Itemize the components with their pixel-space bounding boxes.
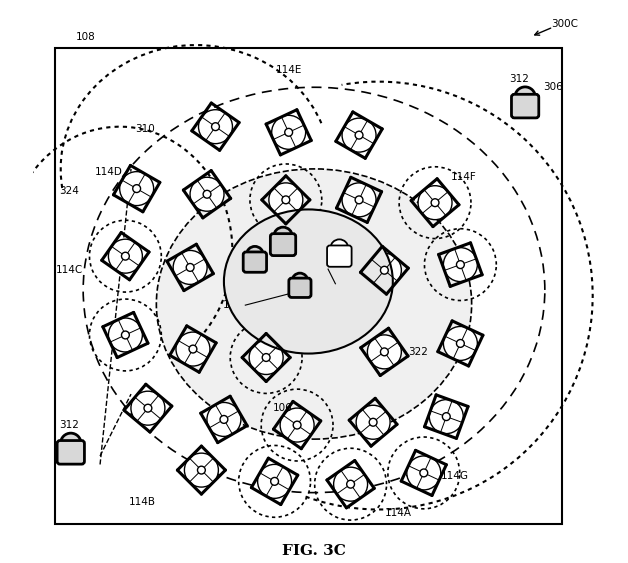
FancyBboxPatch shape <box>289 278 311 297</box>
Circle shape <box>367 335 401 369</box>
Text: 114G: 114G <box>441 471 468 481</box>
Ellipse shape <box>156 169 472 439</box>
Circle shape <box>197 466 205 474</box>
Circle shape <box>189 345 197 353</box>
Text: 312: 312 <box>59 420 79 430</box>
Text: 306: 306 <box>543 82 563 92</box>
Text: 312: 312 <box>509 74 529 84</box>
Circle shape <box>418 186 452 220</box>
Circle shape <box>381 266 388 274</box>
Circle shape <box>369 418 377 426</box>
Circle shape <box>131 391 165 425</box>
Text: 106: 106 <box>273 403 293 413</box>
Circle shape <box>431 199 439 207</box>
Circle shape <box>187 263 194 271</box>
Circle shape <box>420 469 428 477</box>
Text: 114E: 114E <box>276 65 302 75</box>
Circle shape <box>356 405 390 439</box>
Circle shape <box>60 433 81 454</box>
FancyBboxPatch shape <box>511 94 539 118</box>
Circle shape <box>144 404 152 412</box>
FancyBboxPatch shape <box>327 245 352 267</box>
Circle shape <box>333 467 367 501</box>
Circle shape <box>293 421 301 429</box>
Circle shape <box>185 453 219 487</box>
Circle shape <box>190 177 224 211</box>
Circle shape <box>443 327 477 360</box>
Circle shape <box>407 456 441 490</box>
Circle shape <box>271 477 278 485</box>
Text: 114D: 114D <box>95 167 122 177</box>
Text: 114C: 114C <box>55 265 83 275</box>
Circle shape <box>269 183 303 217</box>
Circle shape <box>355 131 363 139</box>
Circle shape <box>443 248 477 282</box>
Text: 114F: 114F <box>450 172 476 182</box>
Circle shape <box>198 110 232 144</box>
Circle shape <box>121 331 129 339</box>
FancyBboxPatch shape <box>57 440 84 464</box>
Circle shape <box>120 172 154 205</box>
Circle shape <box>515 87 535 108</box>
Circle shape <box>176 332 210 366</box>
Text: 310: 310 <box>135 124 155 135</box>
Text: 324: 324 <box>59 186 79 196</box>
Circle shape <box>121 252 129 260</box>
Circle shape <box>347 480 355 488</box>
Circle shape <box>274 227 292 245</box>
Circle shape <box>442 413 450 421</box>
Circle shape <box>173 251 207 284</box>
Circle shape <box>257 464 291 498</box>
Circle shape <box>212 123 219 131</box>
Circle shape <box>355 196 363 204</box>
Circle shape <box>247 247 263 263</box>
Circle shape <box>133 185 141 193</box>
Text: 110: 110 <box>222 300 242 310</box>
Circle shape <box>272 115 306 149</box>
Circle shape <box>457 261 464 269</box>
Circle shape <box>330 239 349 257</box>
Circle shape <box>284 128 293 136</box>
Circle shape <box>203 190 211 198</box>
Circle shape <box>430 400 463 434</box>
Text: 114B: 114B <box>129 497 156 507</box>
FancyBboxPatch shape <box>243 252 266 272</box>
Circle shape <box>109 318 143 352</box>
Circle shape <box>263 354 270 361</box>
Circle shape <box>282 196 290 204</box>
Circle shape <box>220 415 228 423</box>
Circle shape <box>292 273 308 289</box>
Circle shape <box>457 339 464 347</box>
Circle shape <box>109 239 143 273</box>
Circle shape <box>381 348 388 356</box>
Text: 300C: 300C <box>551 19 578 29</box>
Circle shape <box>280 408 314 442</box>
Text: FIG. 3C: FIG. 3C <box>282 544 346 557</box>
Circle shape <box>342 118 376 152</box>
Circle shape <box>207 403 241 436</box>
Circle shape <box>342 183 376 217</box>
Circle shape <box>367 253 401 287</box>
FancyBboxPatch shape <box>55 48 561 524</box>
Text: 108: 108 <box>76 32 96 42</box>
Text: 114A: 114A <box>385 508 412 519</box>
Circle shape <box>249 341 283 374</box>
FancyBboxPatch shape <box>271 234 296 256</box>
Text: 322: 322 <box>408 347 428 357</box>
Ellipse shape <box>224 209 393 354</box>
Text: 326: 326 <box>318 282 338 292</box>
